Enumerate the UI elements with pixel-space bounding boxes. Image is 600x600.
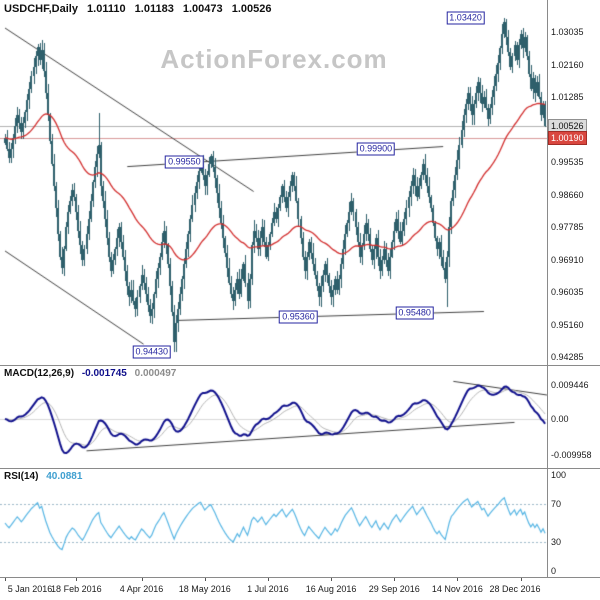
date-tick-mark [76, 578, 77, 581]
macd-chart-canvas[interactable] [0, 366, 548, 468]
macd-panel: MACD(12,26,9) -0.001745 0.000497 [0, 366, 600, 468]
date-axis-label: 18 May 2016 [178, 584, 231, 594]
ohlc-header: USDCHF,Daily 1.01110 1.01183 1.00473 1.0… [4, 3, 277, 15]
high-value: 1.01183 [134, 3, 174, 15]
macd-signal-value: 0.000497 [134, 368, 177, 379]
symbol-period-label: USDCHF,Daily [4, 3, 78, 15]
date-axis-label: 16 Aug 2016 [305, 584, 357, 594]
date-axis-label: 5 Jan 2016 [7, 584, 53, 594]
price-level-label: 1.03420 [446, 11, 485, 25]
axis-separator [547, 0, 548, 578]
price-level-label: 0.95480 [395, 306, 434, 320]
date-tick-mark [394, 578, 395, 581]
panel-separator [0, 468, 600, 469]
date-tick-mark [457, 578, 458, 581]
low-value: 1.00473 [182, 3, 223, 15]
date-tick-mark [268, 578, 269, 581]
date-axis-label: 28 Dec 2016 [489, 584, 541, 594]
price-chart-canvas[interactable] [0, 0, 548, 364]
date-tick-mark [205, 578, 206, 581]
date-tick-mark [331, 578, 332, 581]
rsi-panel: RSI(14) 40.0881 [0, 469, 600, 577]
date-axis-label: 14 Nov 2016 [431, 584, 483, 594]
panel-separator [0, 365, 600, 366]
price-level-label: 0.99900 [356, 142, 396, 156]
price-level-label: 0.94430 [132, 345, 172, 359]
macd-label: MACD(12,26,9) [4, 368, 75, 379]
rsi-label: RSI(14) [4, 471, 39, 482]
open-value: 1.01110 [87, 3, 126, 15]
price-panel: ActionForex.com USDCHF,Daily 1.01110 1.0… [0, 0, 548, 364]
rsi-chart-canvas[interactable] [0, 469, 548, 577]
rsi-value: 40.0881 [46, 471, 83, 482]
date-axis-label: 4 Apr 2016 [119, 584, 164, 594]
date-axis-label: 1 Jul 2016 [247, 584, 289, 594]
date-axis-label: 29 Sep 2016 [368, 584, 420, 594]
price-level-label: 0.95360 [279, 310, 318, 324]
macd-value: -0.001745 [81, 368, 127, 379]
date-tick-mark [5, 578, 6, 581]
date-tick-mark [142, 578, 143, 581]
close-value: 1.00526 [231, 3, 272, 15]
macd-header: MACD(12,26,9) -0.001745 0.000497 [4, 368, 181, 379]
date-tick-mark [521, 578, 522, 581]
panel-separator [0, 577, 600, 578]
price-level-label: 0.99550 [165, 155, 204, 169]
rsi-header: RSI(14) 40.0881 [4, 471, 87, 482]
date-axis-label: 18 Feb 2016 [51, 584, 102, 594]
